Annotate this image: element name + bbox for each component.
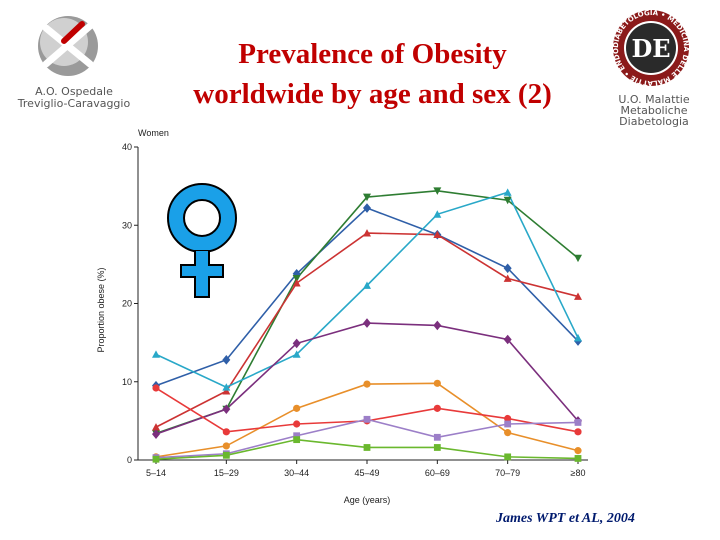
series-line-3 [155, 232, 579, 428]
data-point [574, 333, 582, 342]
data-point [574, 428, 582, 436]
data-point [363, 415, 371, 423]
data-point [503, 188, 512, 196]
data-point [433, 210, 442, 218]
data-point [222, 428, 230, 436]
x-tick-label: 60–69 [425, 468, 450, 478]
data-point [433, 379, 441, 387]
data-point [152, 429, 160, 439]
data-point [574, 254, 582, 263]
data-point [292, 350, 301, 358]
title-line-2: worldwide by age and sex (2) [193, 78, 552, 110]
data-point [504, 453, 512, 461]
data-point [293, 432, 301, 440]
data-point [504, 414, 512, 423]
data-point [574, 419, 582, 426]
y-tick-label: 30 [122, 220, 132, 230]
data-point [503, 263, 512, 274]
y-tick-label: 40 [122, 142, 132, 152]
data-point [504, 420, 512, 428]
data-point [292, 338, 301, 349]
data-point [574, 455, 582, 462]
data-point [293, 420, 301, 428]
hospital-name: A.O. Ospedale Treviglio-Caravaggio [17, 85, 131, 110]
data-point [293, 436, 301, 444]
x-tick-label: 30–44 [284, 468, 309, 478]
x-tick-label: ≥80 [571, 468, 586, 478]
logo-monogram: DE [631, 34, 670, 63]
data-point [222, 355, 231, 365]
series-line-2 [155, 190, 579, 435]
female-symbol-icon [167, 183, 237, 298]
unit-name: U.O. Malattie Metaboliche Diabetologia [618, 93, 690, 128]
data-point [292, 279, 301, 287]
data-point [152, 423, 160, 431]
data-point [574, 292, 582, 300]
data-point [363, 444, 371, 451]
x-tick-label: 15–29 [214, 468, 239, 478]
data-point [433, 187, 442, 195]
data-point [433, 230, 442, 239]
data-point [222, 442, 230, 450]
data-point [222, 387, 231, 395]
data-point [152, 455, 160, 463]
data-point [433, 404, 441, 412]
chart-title: Women [138, 128, 169, 138]
data-point [363, 203, 371, 213]
data-point [222, 383, 231, 391]
y-axis-label: Proportion obese (%) [96, 267, 106, 352]
x-tick-label: 5–14 [146, 468, 166, 478]
data-point [222, 451, 230, 459]
hospital-logo [38, 16, 98, 76]
data-point [363, 380, 371, 388]
page-title: Prevalence of Obesity worldwide by age a… [140, 34, 605, 114]
data-point [222, 404, 231, 414]
series-line-4 [155, 191, 579, 389]
data-point [363, 318, 371, 328]
data-point [363, 193, 371, 202]
data-point [292, 275, 301, 283]
series-line-8 [155, 418, 579, 459]
data-point [152, 384, 160, 392]
citation: James WPT et AL, 2004 [496, 511, 635, 526]
title-line-1: Prevalence of Obesity [238, 38, 507, 70]
data-point [363, 281, 371, 289]
data-point [363, 229, 371, 237]
data-point [503, 274, 512, 282]
x-tick-label: 70–79 [495, 468, 520, 478]
y-tick-label: 20 [122, 299, 132, 309]
data-point [503, 196, 512, 205]
data-point [504, 429, 512, 437]
obesity-line-chart: Women 0 10 20 30 40 5–14 15–29 30–44 45–49 60–69 7… [96, 128, 588, 505]
x-tick-label: 45–49 [354, 468, 379, 478]
data-point [433, 444, 441, 451]
data-point [574, 447, 582, 455]
y-tick-label: 10 [122, 377, 132, 387]
data-point [152, 350, 160, 358]
diabetology-logo: DIABETOLOGIA • MEDICINA DELLE MALATTIE •… [606, 8, 690, 87]
y-tick-label: 0 [127, 455, 132, 465]
data-point [433, 320, 442, 331]
data-point [503, 334, 512, 345]
x-axis-label: Age (years) [344, 495, 391, 505]
data-point [293, 404, 301, 412]
data-point [433, 433, 441, 441]
